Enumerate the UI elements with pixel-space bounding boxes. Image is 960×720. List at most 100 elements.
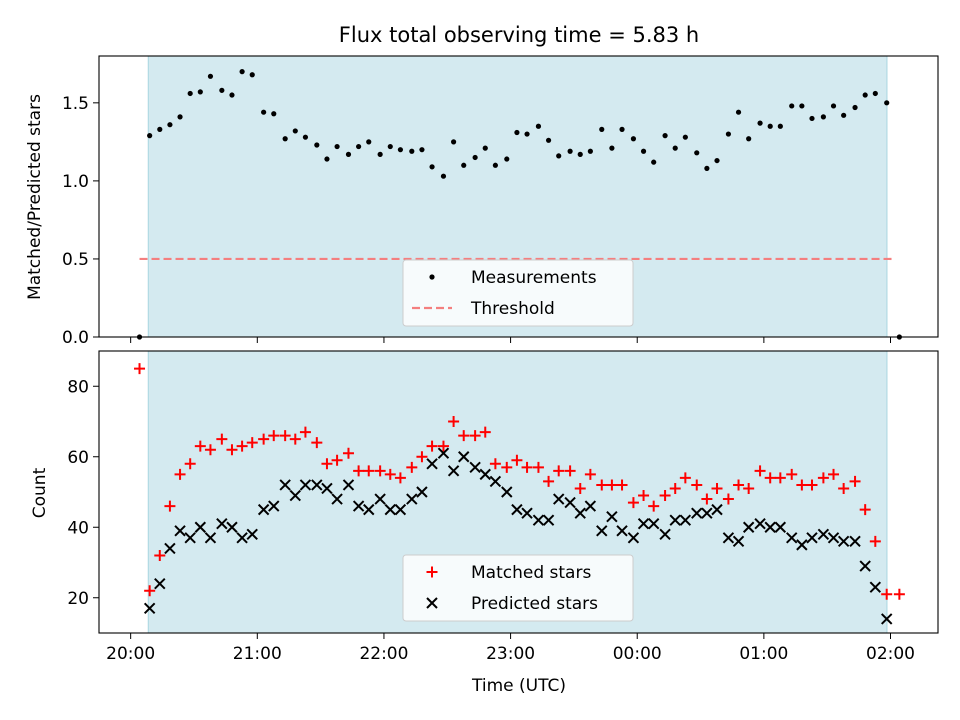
predicted-star-point	[564, 496, 576, 509]
measurement-point	[261, 109, 267, 115]
measurement-point	[249, 72, 255, 78]
x-tick-label: 02:00	[866, 644, 915, 664]
predicted-star-point	[143, 602, 156, 615]
matched-star-point	[184, 458, 196, 470]
x-tick-label: 23:00	[486, 644, 535, 664]
matched-star-point	[321, 458, 333, 470]
predicted-star-point	[194, 521, 207, 533]
matched-star-point	[691, 479, 703, 491]
matched-star-point	[174, 468, 186, 480]
matched-star-point	[574, 482, 586, 494]
matched-star-point	[669, 482, 681, 494]
predicted-star-point	[647, 518, 660, 530]
predicted-star-point	[394, 503, 407, 516]
measurement-point	[377, 151, 383, 157]
matched-star-point	[616, 479, 628, 491]
predicted-star-point	[279, 479, 291, 491]
matched-star-point	[279, 430, 291, 442]
matched-star-point	[648, 500, 660, 512]
predicted-star-point	[869, 581, 882, 593]
predicted-star-point	[331, 493, 343, 505]
plot-series	[136, 69, 902, 340]
matched-star-point	[437, 440, 449, 452]
matched-star-point	[869, 535, 881, 547]
measurement-point	[556, 153, 562, 159]
predicted-star-point	[732, 535, 745, 548]
measurement-point	[504, 156, 510, 162]
matched-star-point	[838, 482, 850, 494]
measurement-point	[387, 143, 393, 150]
measurement-point	[789, 103, 795, 109]
matched-star-point	[194, 440, 206, 452]
y-tick-label: 1.5	[62, 94, 89, 114]
measurement-point	[324, 156, 330, 162]
matched-star-point	[406, 461, 418, 473]
series-measurements	[136, 69, 902, 340]
axes-frame	[98, 350, 939, 634]
legend-label: Threshold	[470, 299, 555, 319]
measurement-point	[640, 148, 647, 154]
y-tick-label: 80	[67, 377, 89, 397]
matched-star-point	[353, 465, 365, 477]
matched-star-point	[374, 465, 386, 477]
predicted-star-point	[659, 528, 671, 541]
measurement-point	[609, 145, 615, 151]
predicted-star-point	[437, 447, 450, 459]
measurement-point	[177, 114, 183, 120]
predicted-star-point	[806, 532, 818, 544]
predicted-star-point	[489, 475, 502, 488]
measurement-point	[662, 133, 668, 139]
y-tick-label: 60	[67, 448, 89, 468]
measurement-point	[735, 109, 742, 115]
bottom-y-axis-label: Count	[30, 467, 50, 518]
x-tick-label: 22:00	[359, 644, 408, 664]
measurement-point	[450, 139, 457, 145]
predicted-star-point	[479, 468, 491, 481]
matched-star-point	[521, 461, 533, 473]
y-tick-label: 0.0	[62, 328, 89, 348]
measurement-point	[334, 143, 340, 150]
measurement-point	[472, 154, 478, 161]
predicted-star-point	[796, 539, 808, 551]
measurement-point	[567, 148, 573, 154]
matched-star-point	[893, 588, 905, 600]
matched-star-point	[532, 461, 544, 473]
predicted-star-point	[447, 465, 460, 477]
measurement-point	[219, 87, 225, 93]
matched-star-point	[774, 472, 786, 484]
measurement-point	[514, 129, 520, 136]
matched-star-point	[659, 490, 671, 502]
predicted-star-point	[786, 532, 798, 544]
predicted-star-point	[849, 535, 861, 548]
x-axis-label: Time (UTC)	[471, 676, 566, 696]
predicted-star-point	[827, 532, 840, 544]
measurement-point	[157, 126, 163, 132]
measurement-point	[187, 90, 193, 97]
measurement-point	[672, 145, 678, 151]
matched-star-point	[701, 493, 713, 505]
predicted-star-point	[722, 532, 735, 544]
predicted-star-point	[246, 528, 258, 541]
predicted-star-point	[236, 532, 248, 544]
matched-star-point	[606, 479, 618, 491]
measurement-point	[207, 73, 214, 79]
predicted-star-point	[321, 482, 333, 495]
measurement-point	[492, 162, 498, 168]
measurement-point	[587, 148, 593, 154]
matched-star-point	[268, 430, 280, 442]
measurement-point	[356, 143, 362, 150]
y-tick-label: 0.5	[62, 250, 89, 270]
measurement-point	[345, 151, 352, 157]
predicted-star-point	[881, 613, 893, 625]
measurement-point	[271, 111, 277, 117]
predicted-star-point	[174, 525, 186, 537]
measurement-point	[197, 89, 203, 95]
bottom-axes: 20 40 60 80 20:00 21:00 22:00 23:00 00:00 01:00 02…	[67, 350, 939, 664]
legend-box	[402, 259, 634, 327]
matched-star-point	[764, 472, 776, 484]
measurement-point	[282, 136, 288, 142]
matched-star-point	[733, 479, 745, 491]
matched-star-point	[817, 472, 829, 484]
measurement-point	[229, 92, 235, 98]
